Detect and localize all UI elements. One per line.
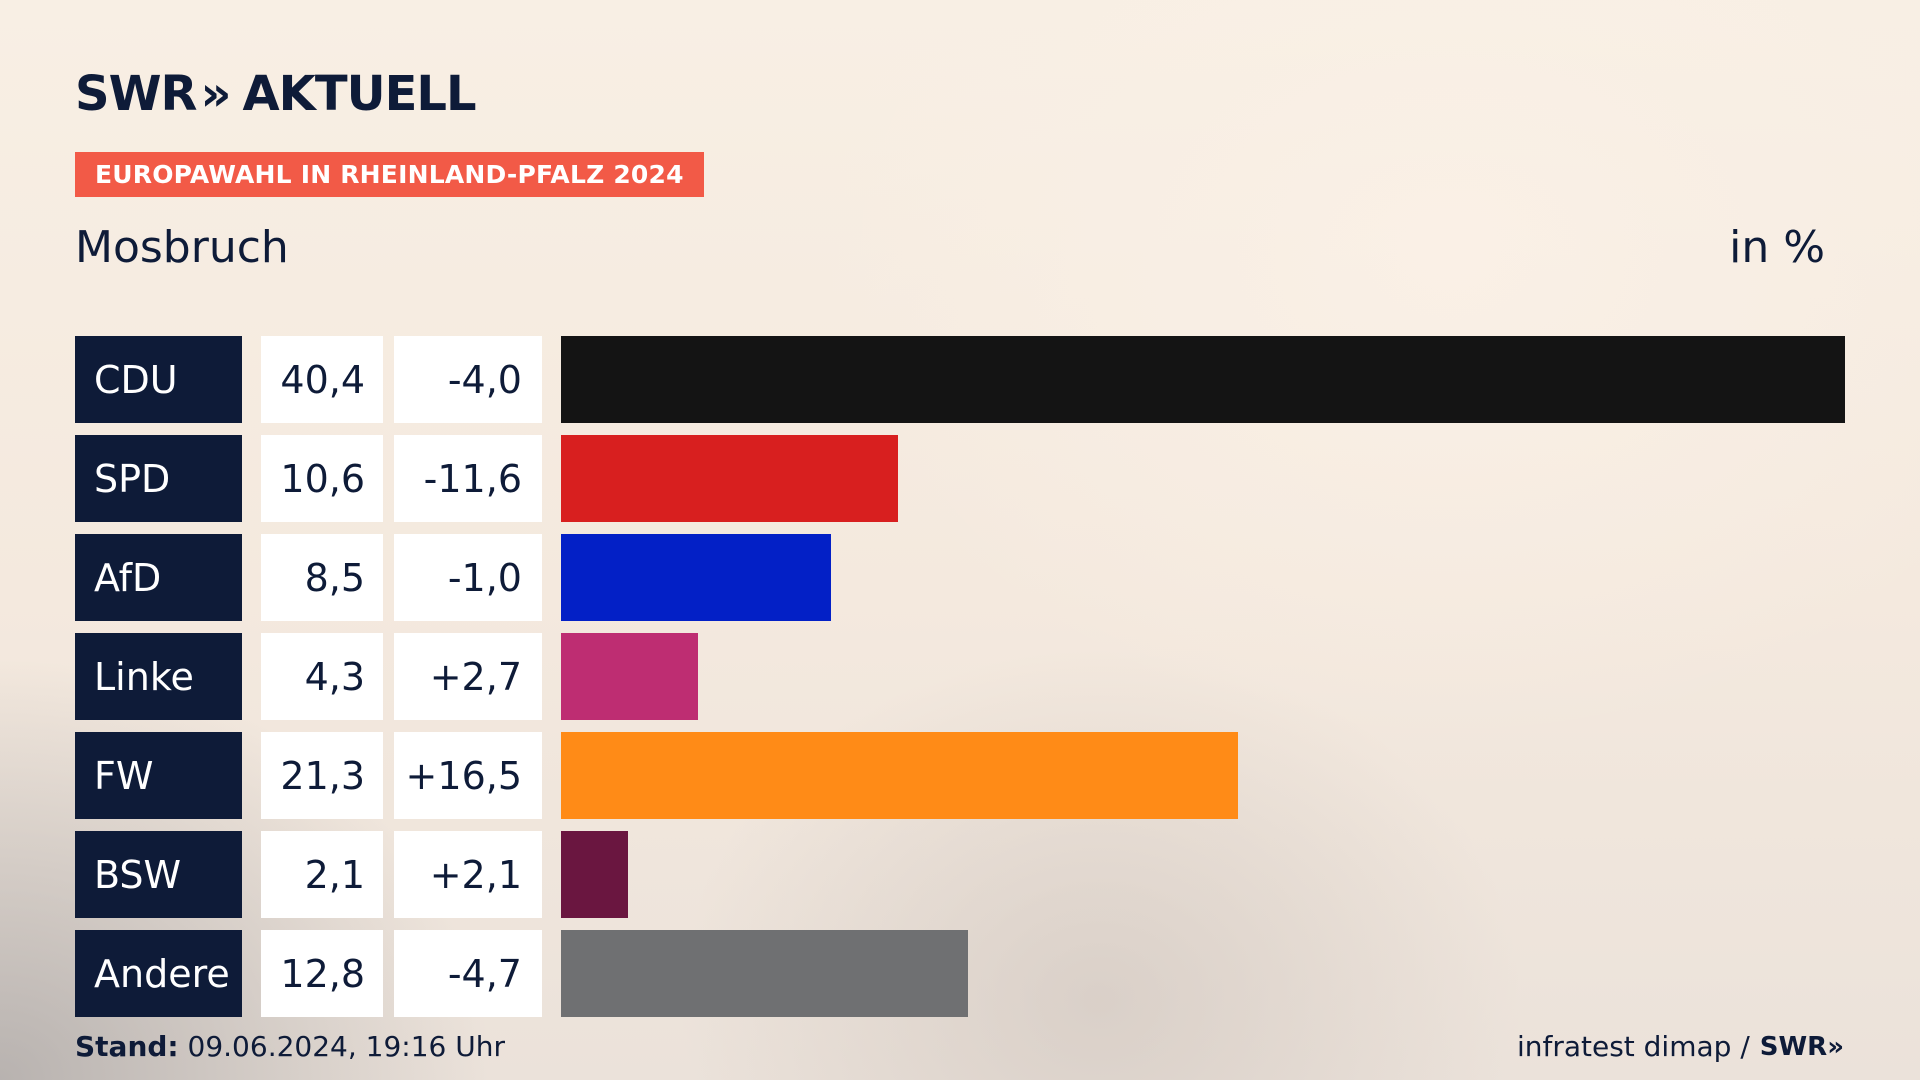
change-value: -4,7 <box>394 930 542 1017</box>
vote-share-value: 12,8 <box>261 930 383 1017</box>
source-text: infratest dimap / <box>1516 1030 1750 1063</box>
chart-row: Linke 4,3 +2,7 <box>75 633 1845 720</box>
party-label: SPD <box>75 435 242 522</box>
stand-label: Stand: <box>75 1030 179 1063</box>
result-bar <box>561 534 831 621</box>
chart-row: SPD 10,6 -11,6 <box>75 435 1845 522</box>
logo-aktuell-text: AKTUELL <box>242 66 477 122</box>
timestamp: Stand: 09.06.2024, 19:16 Uhr <box>75 1030 505 1063</box>
change-value: -4,0 <box>394 336 542 423</box>
party-label: BSW <box>75 831 242 918</box>
result-bar <box>561 831 628 918</box>
vote-share-value: 4,3 <box>261 633 383 720</box>
party-label: FW <box>75 732 242 819</box>
stand-value: 09.06.2024, 19:16 Uhr <box>187 1030 505 1063</box>
election-tag: EUROPAWAHL IN RHEINLAND-PFALZ 2024 <box>75 152 704 197</box>
source-credit: infratest dimap / SWR» <box>1517 1030 1844 1063</box>
swr-aktuell-logo: SWR » AKTUELL <box>75 66 477 122</box>
change-value: +2,7 <box>394 633 542 720</box>
logo-chevrons-icon: » <box>200 66 231 122</box>
vote-share-value: 8,5 <box>261 534 383 621</box>
unit-label: in % <box>1729 222 1825 273</box>
vote-share-value: 2,1 <box>261 831 383 918</box>
party-label: CDU <box>75 336 242 423</box>
vote-share-value: 10,6 <box>261 435 383 522</box>
change-value: -11,6 <box>394 435 542 522</box>
result-bar <box>561 633 698 720</box>
chart-row: CDU 40,4 -4,0 <box>75 336 1845 423</box>
change-value: -1,0 <box>394 534 542 621</box>
result-bar <box>561 930 968 1017</box>
chart-row: FW 21,3 +16,5 <box>75 732 1845 819</box>
party-label: AfD <box>75 534 242 621</box>
chart-row: BSW 2,1 +2,1 <box>75 831 1845 918</box>
result-bar <box>561 336 1845 423</box>
result-bar <box>561 732 1238 819</box>
party-label: Andere <box>75 930 242 1017</box>
place-title: Mosbruch <box>75 222 289 273</box>
swr-small-logo: SWR» <box>1759 1031 1844 1062</box>
logo-swr-text: SWR <box>75 66 197 122</box>
change-value: +2,1 <box>394 831 542 918</box>
chart-row: Andere 12,8 -4,7 <box>75 930 1845 1017</box>
party-label: Linke <box>75 633 242 720</box>
change-value: +16,5 <box>394 732 542 819</box>
vote-share-value: 40,4 <box>261 336 383 423</box>
result-bar <box>561 435 898 522</box>
chart-row: AfD 8,5 -1,0 <box>75 534 1845 621</box>
vote-share-value: 21,3 <box>261 732 383 819</box>
